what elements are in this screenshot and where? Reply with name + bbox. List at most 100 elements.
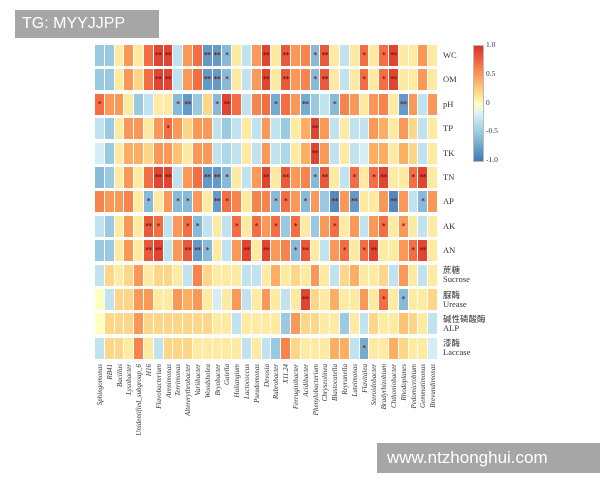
heatmap-cell <box>261 118 271 140</box>
heatmap-cell <box>95 337 104 359</box>
heatmap-cell <box>134 289 143 310</box>
heatmap-cell <box>134 118 143 140</box>
significance-stars: ** <box>213 197 221 206</box>
heatmap-cell <box>398 118 408 140</box>
heatmap-cell <box>202 167 212 188</box>
significance-stars: ** <box>311 148 319 157</box>
column-label: Blastocatella <box>331 364 340 401</box>
heatmap-cell <box>340 45 349 66</box>
heatmap-cell <box>212 191 222 213</box>
significance-stars: * <box>293 246 298 255</box>
heatmap-cell <box>144 289 153 310</box>
heatmap-cell <box>428 167 437 188</box>
significance-stars: * <box>421 197 425 206</box>
column-label: Gaiella <box>223 364 232 385</box>
significance-stars: ** <box>302 295 309 303</box>
heatmap-cell <box>95 45 104 66</box>
heatmap-cell <box>379 289 388 310</box>
significance-stars: * <box>342 246 347 255</box>
heatmap-cell <box>104 191 114 213</box>
heatmap-cell <box>232 264 241 286</box>
heatmap-cell <box>212 289 222 310</box>
heatmap-cell <box>261 289 271 310</box>
significance-stars: ** <box>321 51 329 59</box>
significance-stars: ** <box>282 51 289 59</box>
heatmap-cell <box>349 264 359 286</box>
heatmap-cell <box>173 93 183 115</box>
heatmap-cell <box>369 289 379 310</box>
heatmap-cell <box>202 313 212 335</box>
heatmap-cell <box>340 313 349 335</box>
heatmap-cell <box>340 118 349 140</box>
significance-stars: ** <box>213 51 221 59</box>
heatmap-cell <box>428 313 437 335</box>
significance-stars: * <box>156 221 161 230</box>
heatmap-cell <box>300 264 310 286</box>
significance-stars: ** <box>164 75 172 84</box>
heatmap-cell <box>183 289 192 310</box>
colorbar-tick-label: 0 <box>486 97 490 107</box>
heatmap-cell <box>291 142 300 164</box>
heatmap-cell <box>183 45 192 66</box>
significance-stars: * <box>235 221 239 230</box>
column-label: Chryseolinea <box>321 364 330 402</box>
row-label-english: ALP <box>443 322 460 333</box>
heatmap-cell <box>300 167 310 188</box>
heatmap-cell <box>310 118 320 140</box>
heatmap-cell <box>95 191 104 213</box>
heatmap-cell <box>300 118 310 140</box>
heatmap-cell <box>310 337 320 359</box>
heatmap-cell <box>173 289 183 310</box>
heatmap-cell <box>398 240 408 262</box>
heatmap-cell <box>310 167 320 188</box>
heatmap-cell <box>134 45 143 66</box>
heatmap-cell <box>222 191 232 213</box>
row-label: AK <box>443 220 456 231</box>
heatmap-cell <box>153 264 163 286</box>
heatmap-cell <box>281 167 290 188</box>
significance-stars: ** <box>302 99 309 108</box>
heatmap-cell <box>320 69 330 91</box>
heatmap-cell <box>349 118 359 140</box>
significance-stars: ** <box>243 246 250 255</box>
heatmap-cell <box>163 264 173 286</box>
heatmap-cell <box>163 313 173 335</box>
significance-stars: * <box>274 221 278 230</box>
heatmap-cell <box>389 289 398 310</box>
heatmap-cell <box>291 118 300 140</box>
row-label: TN <box>443 172 455 183</box>
heatmap-cell <box>222 337 232 359</box>
column-label: X11.24 <box>282 364 291 384</box>
heatmap-cell <box>398 191 408 213</box>
heatmap-cell <box>408 215 418 237</box>
heatmap-cell <box>144 264 153 286</box>
heatmap-cell <box>320 240 330 262</box>
row-label: OM <box>443 74 457 85</box>
heatmap-cell <box>428 191 437 213</box>
significance-stars: ** <box>282 75 289 84</box>
significance-stars: * <box>303 197 308 206</box>
significance-stars: * <box>146 197 151 206</box>
significance-stars: * <box>372 173 376 181</box>
heatmap-cell <box>242 167 251 188</box>
colorbar-tick-label: -1.0 <box>486 155 498 164</box>
heatmap-cell <box>359 313 369 335</box>
heatmap-cell <box>153 240 163 262</box>
heatmap-cell <box>349 191 359 213</box>
heatmap-cell <box>428 45 437 66</box>
heatmap-cell <box>418 337 428 359</box>
significance-stars: * <box>401 221 406 230</box>
significance-stars: * <box>215 99 219 108</box>
heatmap-cell <box>173 118 183 140</box>
heatmap-cell <box>251 93 261 115</box>
heatmap-cell <box>212 215 222 237</box>
heatmap-cell <box>232 240 241 262</box>
heatmap-cell <box>310 215 320 237</box>
heatmap-cell <box>379 142 388 164</box>
heatmap-cell <box>369 93 379 115</box>
heatmap-cell <box>408 289 418 310</box>
row-label: 碱性磷酸酶 ALP <box>443 313 486 334</box>
heatmap-cell <box>369 118 379 140</box>
heatmap-cell <box>310 45 320 66</box>
